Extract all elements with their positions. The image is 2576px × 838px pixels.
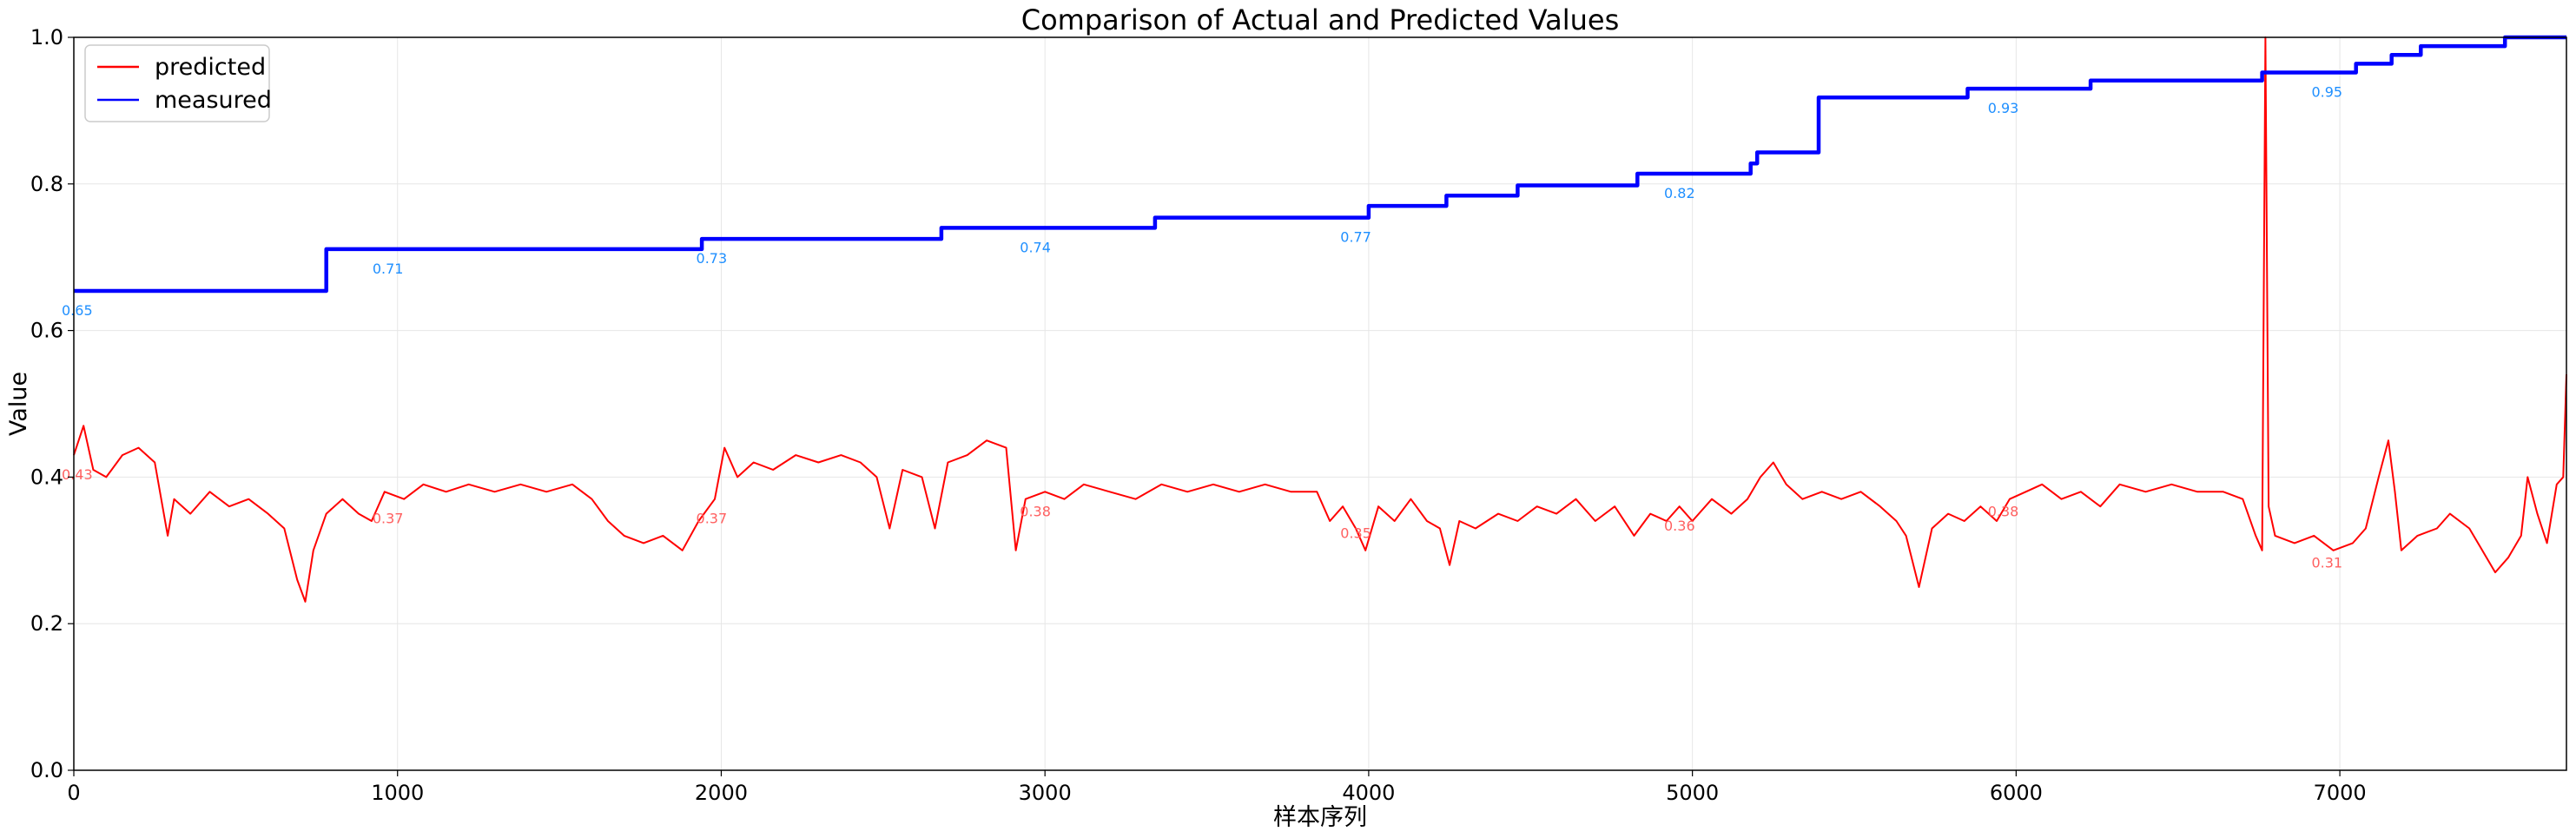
- annotation-measured: 0.74: [1020, 239, 1051, 255]
- legend-predicted-label: predicted: [155, 54, 266, 81]
- y-tick-label: 0.8: [30, 172, 63, 196]
- annotation-measured: 0.82: [1664, 185, 1695, 201]
- series-predicted: [73, 36, 2567, 603]
- x-tick-label: 1000: [371, 781, 424, 805]
- series-measured: [74, 35, 2566, 294]
- annotation-measured: 0.65: [62, 302, 93, 319]
- series-layer: [73, 35, 2567, 603]
- x-tick-label: 2000: [695, 781, 748, 805]
- x-tick-label: 5000: [1666, 781, 1719, 805]
- annotation-predicted: 0.43: [62, 466, 93, 483]
- y-tick-label: 0.4: [30, 465, 63, 489]
- y-tick-label: 0.2: [30, 611, 63, 636]
- x-tick-label: 6000: [1990, 781, 2043, 805]
- annotation-measured: 0.73: [697, 250, 728, 267]
- plot-frame: [73, 36, 2567, 771]
- annotation-predicted: 0.35: [1340, 525, 1371, 542]
- x-axis: 0 1000 2000 3000 4000 5000 6000 7000: [67, 770, 2367, 805]
- x-tick-label: 0: [67, 781, 80, 805]
- y-tick-label: 1.0: [30, 25, 63, 49]
- annotation-predicted: 0.37: [373, 511, 404, 527]
- y-axis-title: Value: [5, 372, 32, 436]
- annotation-measured: 0.95: [2311, 84, 2342, 101]
- x-tick-label: 3000: [1019, 781, 1072, 805]
- chart-title: Comparison of Actual and Predicted Value…: [1021, 3, 1620, 36]
- annotation-measured: 0.93: [1988, 100, 2019, 116]
- annotation-layer: 0.65 0.71 0.73 0.74 0.77 0.82 0.93 0.95 0.43 0.37…: [62, 84, 2342, 571]
- annotation-predicted: 0.38: [1020, 503, 1051, 519]
- y-tick-label: 0.6: [30, 319, 63, 343]
- grid: [73, 36, 2566, 771]
- annotation-predicted: 0.36: [1664, 518, 1695, 534]
- annotation-predicted: 0.31: [2311, 554, 2342, 571]
- annotation-measured: 0.77: [1340, 229, 1371, 246]
- annotation-predicted: 0.37: [697, 511, 728, 527]
- y-tick-label: 0.0: [30, 758, 63, 782]
- x-axis-title: 样本序列: [1273, 804, 1367, 831]
- x-tick-label: 7000: [2314, 781, 2367, 805]
- annotation-predicted: 0.38: [1988, 503, 2019, 519]
- x-tick-label: 4000: [1342, 781, 1395, 805]
- legend-measured-label: measured: [155, 87, 272, 114]
- annotation-measured: 0.71: [373, 261, 404, 277]
- y-axis: 0.0 0.2 0.4 0.6 0.8 1.0: [30, 25, 74, 782]
- legend: predicted measured: [84, 44, 272, 122]
- legend-box: [84, 44, 270, 122]
